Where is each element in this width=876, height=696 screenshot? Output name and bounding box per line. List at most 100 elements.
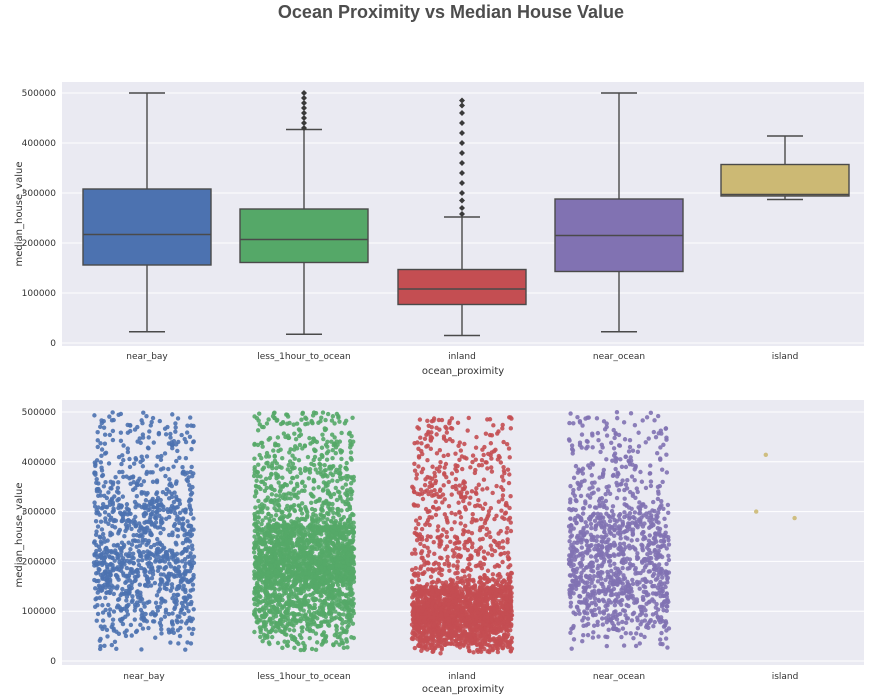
strip-point xyxy=(150,572,156,577)
strip-point xyxy=(274,493,279,498)
strip-point xyxy=(473,445,479,450)
strip-point xyxy=(182,599,188,604)
strip-point xyxy=(350,621,356,626)
strip-point xyxy=(154,478,160,483)
strip-point xyxy=(444,518,450,523)
strip-point xyxy=(268,484,274,489)
strip-point xyxy=(277,529,283,535)
strip-point xyxy=(251,545,257,551)
strip-point xyxy=(311,590,317,596)
strip-point xyxy=(310,413,316,418)
strip-point xyxy=(123,633,129,639)
strip-point xyxy=(441,483,446,488)
strip-point xyxy=(458,521,463,526)
strip-point xyxy=(265,558,270,563)
strip-point xyxy=(92,563,97,568)
strip-point xyxy=(116,505,121,511)
strip-point xyxy=(278,546,283,552)
strip-point xyxy=(95,429,100,435)
strip-point xyxy=(319,445,325,450)
strip-point xyxy=(494,483,499,489)
strip-point xyxy=(97,535,103,540)
strip-point xyxy=(256,498,261,504)
strip-point xyxy=(174,551,180,557)
strip-point xyxy=(137,436,142,441)
strip-point xyxy=(414,472,420,477)
strip-point xyxy=(280,455,285,461)
strip-point xyxy=(501,478,506,483)
strip-point xyxy=(256,598,261,604)
strip-point xyxy=(270,533,276,539)
strip-point xyxy=(294,421,300,426)
strip-point xyxy=(138,524,144,529)
strip-point xyxy=(313,499,318,504)
strip-point xyxy=(275,435,281,440)
strip-point xyxy=(177,510,183,516)
strip-point xyxy=(334,569,340,574)
strip-point xyxy=(99,418,104,423)
strip-point xyxy=(325,517,330,522)
strip-point xyxy=(338,464,343,469)
strip-point xyxy=(281,614,287,619)
strip-point xyxy=(298,590,303,596)
strip-point xyxy=(124,603,129,609)
strip-point xyxy=(112,550,118,555)
strip-point xyxy=(178,625,183,631)
strip-point xyxy=(313,517,319,523)
strip-point xyxy=(327,491,332,496)
strip-point xyxy=(256,510,262,515)
strip-point xyxy=(104,547,110,552)
strip-point xyxy=(98,460,104,465)
strip-point xyxy=(107,502,113,508)
strip-point xyxy=(321,545,327,550)
strip-point xyxy=(170,627,175,632)
strip-point xyxy=(107,585,112,590)
strip-point xyxy=(257,609,262,614)
strip-point xyxy=(170,596,175,601)
strip-point xyxy=(286,435,292,441)
strip-point xyxy=(140,626,146,631)
strip-point xyxy=(186,626,192,631)
strip-point xyxy=(166,489,172,494)
strip-point xyxy=(331,581,336,586)
strip-point xyxy=(339,430,344,436)
strip-point xyxy=(173,481,179,486)
strip-point xyxy=(348,445,353,450)
strip-point xyxy=(155,454,160,460)
box-x-tick-label-inland: inland xyxy=(448,352,476,362)
outlier-point xyxy=(459,140,465,146)
strip-point xyxy=(321,638,326,644)
strip-point xyxy=(157,620,163,626)
strip-point xyxy=(453,476,459,482)
strip-point xyxy=(110,617,116,622)
strip-point xyxy=(99,527,105,532)
strip-point xyxy=(276,565,281,570)
strip-point xyxy=(108,561,114,567)
strip-point xyxy=(119,549,124,555)
strip-point xyxy=(300,585,305,591)
strip-point xyxy=(154,463,159,468)
strip-point xyxy=(438,459,443,465)
strip-point xyxy=(331,491,337,497)
strip-point xyxy=(277,464,282,469)
strip-point xyxy=(296,641,301,647)
strip-point xyxy=(159,516,164,521)
strip-point xyxy=(133,524,138,529)
strip-point xyxy=(127,422,133,428)
strip-point xyxy=(273,512,279,518)
strip-point xyxy=(173,429,178,434)
outlier-point xyxy=(301,100,307,106)
strip-point xyxy=(155,568,161,573)
outlier-point xyxy=(301,125,307,131)
strip-point xyxy=(257,551,263,557)
strip-point xyxy=(273,543,278,549)
strip-point xyxy=(337,490,342,495)
strip-point xyxy=(332,421,337,426)
strip-point xyxy=(294,593,299,598)
strip-point xyxy=(136,503,142,508)
strip-point xyxy=(142,604,147,609)
strip-point xyxy=(348,450,354,455)
strip-point xyxy=(480,536,485,542)
strip-point xyxy=(478,516,484,522)
strip-point xyxy=(441,453,446,459)
